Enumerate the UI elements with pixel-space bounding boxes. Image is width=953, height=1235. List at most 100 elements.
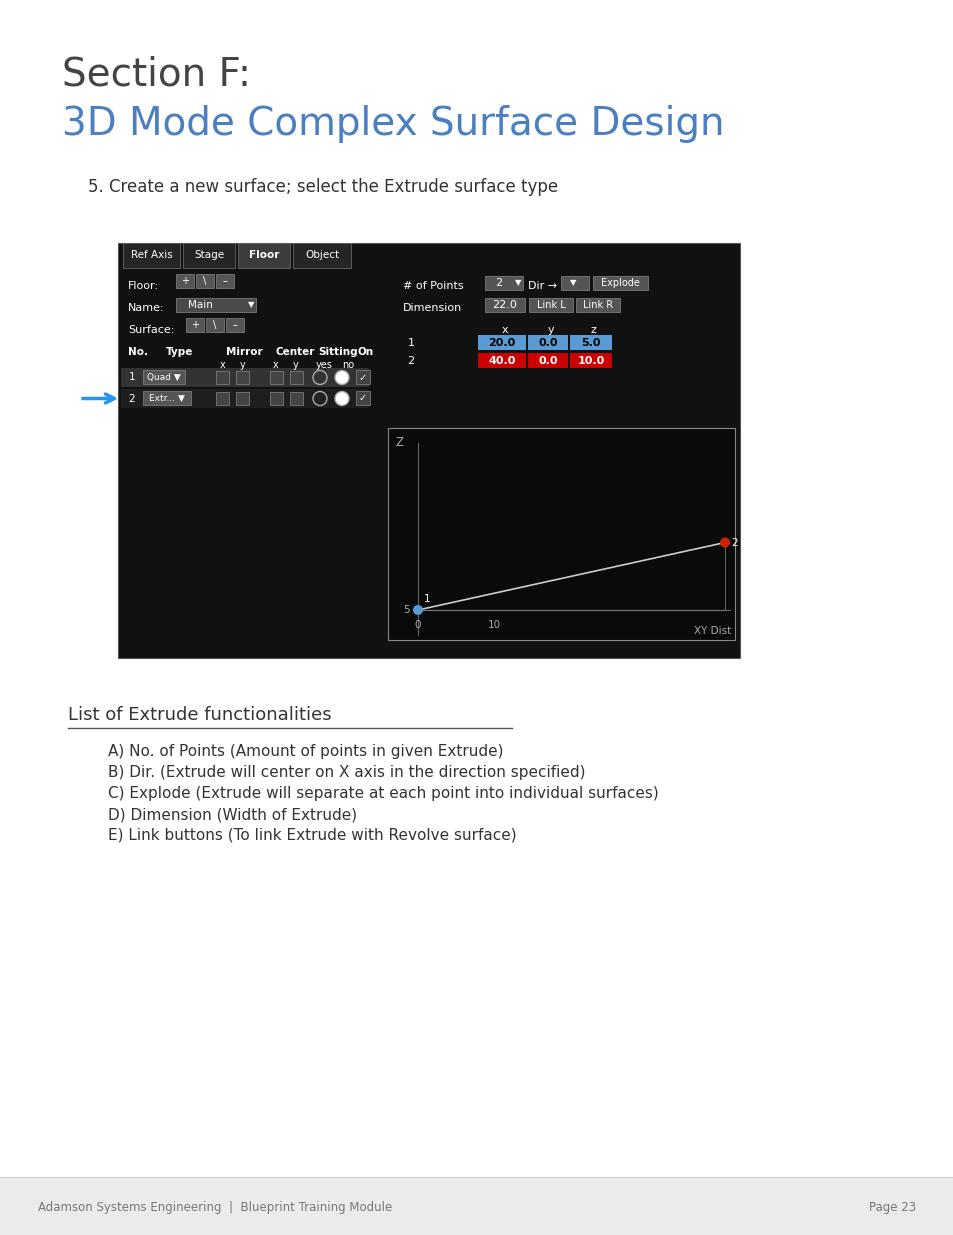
Text: 1: 1 [423,594,430,604]
Bar [237,243,290,268]
Text: ▼: ▼ [248,300,254,310]
Text: E) Link buttons (To link Extrude with Revolve surface): E) Link buttons (To link Extrude with Re… [108,827,517,844]
Bar [186,317,204,332]
Text: ✓: ✓ [358,394,367,404]
Bar [569,353,612,368]
Text: 2: 2 [407,356,415,366]
Text: 5.0: 5.0 [580,337,600,347]
Text: x: x [273,359,278,370]
Text: yes: yes [315,359,333,370]
Bar [569,335,612,350]
Text: 10: 10 [488,620,500,630]
Text: ✓: ✓ [358,373,367,383]
Circle shape [335,370,349,384]
Bar [484,298,524,312]
Bar [355,370,370,384]
Bar [355,391,370,405]
Bar [529,298,573,312]
Text: Section F:: Section F: [62,56,251,93]
Text: XY Dist: XY Dist [693,626,730,636]
Text: Link R: Link R [582,300,613,310]
Bar [215,274,233,288]
Bar [143,370,185,384]
Bar [477,353,525,368]
Text: 1: 1 [129,373,135,383]
Text: 0.0: 0.0 [537,337,558,347]
Bar [576,298,619,312]
Text: Floor: Floor [249,251,279,261]
Text: 22.0: 22.0 [492,300,517,310]
Text: +: + [181,275,189,287]
Text: ▼: ▼ [515,279,521,288]
Text: 2: 2 [495,278,501,288]
Circle shape [413,605,422,615]
Bar [270,370,283,384]
Bar [527,335,567,350]
Text: Adamson Systems Engineering  |  Blueprint Training Module: Adamson Systems Engineering | Blueprint … [38,1200,392,1214]
Bar [118,243,740,658]
Bar [121,389,369,408]
Text: Extr... ▼: Extr... ▼ [149,394,185,403]
Text: 2: 2 [129,394,135,404]
Text: Link L: Link L [536,300,565,310]
Text: Surface:: Surface: [128,325,174,335]
Text: 1: 1 [407,338,414,348]
Text: No.: No. [128,347,148,357]
Circle shape [313,391,327,405]
Text: –: – [233,320,237,330]
Text: Name:: Name: [128,303,165,312]
Bar [175,298,255,312]
Circle shape [720,537,729,547]
Text: List of Extrude functionalities: List of Extrude functionalities [68,706,332,724]
Bar [0,1177,953,1235]
Bar [215,391,229,405]
Text: Main: Main [188,300,213,310]
Text: –: – [222,275,227,287]
Text: Mirror: Mirror [226,347,262,357]
Text: # of Points: # of Points [402,282,463,291]
Text: Dimension: Dimension [402,303,462,312]
Text: y: y [240,359,246,370]
Text: Dir →: Dir → [527,282,557,291]
Text: Stage: Stage [193,251,224,261]
Text: 10.0: 10.0 [577,356,604,366]
Text: Floor:: Floor: [128,282,159,291]
Bar [121,368,369,387]
Bar [215,370,229,384]
Text: Quad ▼: Quad ▼ [147,373,181,382]
Text: 3D Mode Complex Surface Design: 3D Mode Complex Surface Design [62,105,723,143]
Circle shape [335,391,349,405]
Bar [388,429,734,640]
Bar [477,335,525,350]
Text: Object: Object [305,251,338,261]
Text: \: \ [213,320,216,330]
Bar [484,275,522,290]
Text: On: On [357,347,374,357]
Bar [293,243,351,268]
Text: \: \ [203,275,207,287]
Bar [270,391,283,405]
Text: no: no [341,359,354,370]
Bar [143,391,191,405]
Text: 0.0: 0.0 [537,356,558,366]
Bar [183,243,234,268]
Text: Page 23: Page 23 [868,1200,915,1214]
Bar [290,391,303,405]
Text: Sitting: Sitting [317,347,357,357]
Bar [235,391,249,405]
Text: Explode: Explode [600,278,639,288]
Text: Ref Axis: Ref Axis [131,251,172,261]
Text: y: y [547,325,554,335]
Text: Z: Z [395,436,403,450]
Text: 20.0: 20.0 [488,337,515,347]
Text: x: x [220,359,226,370]
Text: +: + [191,320,199,330]
Text: z: z [590,325,596,335]
Bar [175,274,193,288]
Circle shape [313,370,327,384]
Text: C) Explode (Extrude will separate at each point into individual surfaces): C) Explode (Extrude will separate at eac… [108,785,659,802]
Bar [195,274,213,288]
Bar [593,275,647,290]
Bar [235,370,249,384]
Text: D) Dimension (Width of Extrude): D) Dimension (Width of Extrude) [108,806,356,823]
